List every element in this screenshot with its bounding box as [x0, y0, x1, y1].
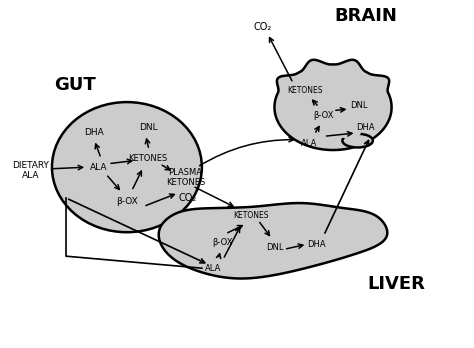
Text: DNL: DNL	[350, 101, 367, 110]
Text: DNL: DNL	[266, 243, 283, 252]
Text: CO₂: CO₂	[254, 22, 272, 32]
Text: GUT: GUT	[55, 76, 96, 94]
Ellipse shape	[52, 102, 202, 232]
Text: β-OX: β-OX	[116, 197, 138, 206]
Text: KETONES: KETONES	[233, 211, 269, 220]
Text: β-OX: β-OX	[213, 238, 233, 247]
Text: CO₂: CO₂	[179, 193, 197, 203]
Text: DHA: DHA	[84, 128, 104, 137]
Ellipse shape	[335, 128, 361, 138]
Text: LIVER: LIVER	[367, 275, 425, 293]
Text: ALA: ALA	[301, 139, 318, 148]
Text: DHA: DHA	[356, 123, 375, 132]
Text: ALA: ALA	[90, 163, 108, 172]
Text: ALA: ALA	[205, 264, 222, 273]
Text: PLASMA
KETONES: PLASMA KETONES	[166, 168, 205, 187]
Polygon shape	[159, 203, 387, 278]
Ellipse shape	[342, 134, 373, 148]
Polygon shape	[274, 60, 392, 150]
Text: KETONES: KETONES	[128, 154, 168, 163]
Text: DHA: DHA	[307, 240, 326, 249]
Text: KETONES: KETONES	[287, 86, 323, 95]
Text: DIETARY
ALA: DIETARY ALA	[12, 161, 49, 180]
Text: DNL: DNL	[139, 123, 157, 132]
Text: β-OX: β-OX	[313, 111, 334, 120]
Text: BRAIN: BRAIN	[334, 7, 397, 25]
